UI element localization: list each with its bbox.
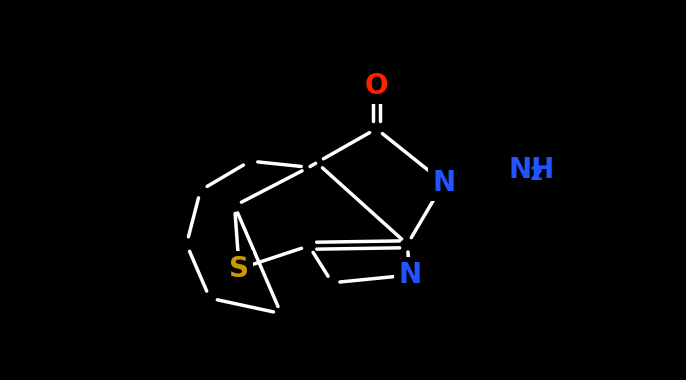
Bar [504, 160, 552, 181]
Text: S: S [229, 255, 249, 283]
Text: N: N [398, 261, 421, 289]
Text: N: N [432, 169, 456, 197]
Text: 2: 2 [530, 165, 543, 184]
Text: O: O [365, 72, 388, 100]
Text: NH: NH [508, 156, 554, 184]
